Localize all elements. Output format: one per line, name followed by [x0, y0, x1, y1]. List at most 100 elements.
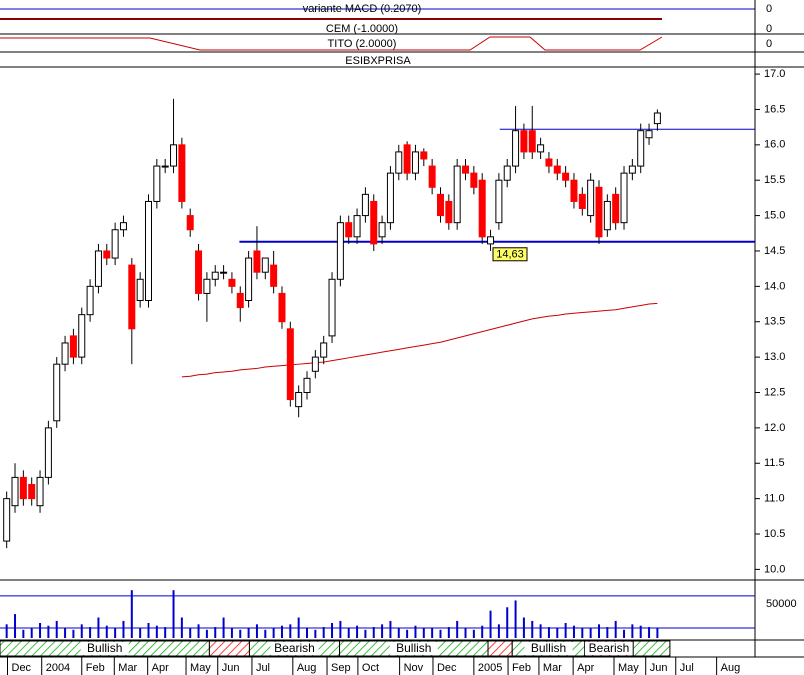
x-tick-label: Feb — [512, 662, 531, 674]
signal-label: Bullish — [87, 641, 122, 655]
top-panels: variante MACD (0.2070) CEM (-1.0000) TIT… — [0, 3, 804, 68]
candle-body — [211, 271, 219, 280]
level-label: 14,63 — [496, 249, 524, 261]
candle-body — [270, 264, 278, 287]
candle-body — [395, 151, 403, 174]
y-tick-label: 17.0 — [764, 68, 785, 80]
x-tick-label: Dec — [12, 662, 32, 674]
y-tick-label: 10.0 — [764, 563, 785, 575]
candle-body — [261, 257, 269, 273]
x-tick-label: Sep — [331, 662, 351, 674]
candle-body — [336, 222, 344, 280]
candle-body — [94, 250, 102, 287]
y-tick-label: 10.5 — [764, 528, 785, 540]
candle-body — [253, 250, 261, 273]
x-tick-label: Aug — [297, 662, 317, 674]
candle-body — [111, 229, 119, 259]
signal-label-bg — [270, 642, 319, 655]
x-tick-label: Feb — [86, 662, 105, 674]
y-tick-label: 11.5 — [764, 457, 785, 469]
candle-body — [612, 193, 620, 224]
y-tick-label: 14.0 — [764, 280, 785, 292]
candle-body — [587, 179, 595, 217]
panel-label: TITO (2.0000) — [328, 38, 397, 50]
candle-body — [286, 328, 294, 401]
signal-label-bg — [524, 642, 573, 655]
panel-zero: 0 — [766, 23, 772, 35]
candle-body — [311, 356, 319, 372]
x-tick-label: 2004 — [46, 662, 70, 674]
candle-body — [61, 342, 69, 365]
chart-title: ESIBXPRISA — [345, 55, 411, 67]
y-tick-label: 16.0 — [764, 139, 785, 151]
x-tick-label: May — [190, 662, 211, 674]
x-tick-label: 2005 — [478, 662, 502, 674]
signal-label-bg — [585, 642, 634, 655]
candle-body — [236, 292, 244, 309]
candle-body — [144, 200, 152, 302]
signal-label: Bullish — [531, 641, 566, 655]
candle-body — [595, 186, 603, 238]
x-tick-label: Mar — [543, 662, 562, 674]
candle-body — [436, 193, 444, 217]
candle-body — [620, 172, 628, 224]
candle-body — [328, 278, 336, 337]
candle-body — [303, 377, 311, 393]
moving-average — [181, 302, 658, 378]
candle-body — [220, 271, 228, 274]
candle-body — [645, 130, 653, 139]
candle-body — [553, 165, 561, 174]
y-tick-label: 12.0 — [764, 422, 785, 434]
signal-label-bg — [389, 642, 438, 655]
x-tick-label: Mar — [118, 662, 137, 674]
candle-body — [403, 144, 411, 174]
panel-label: variante MACD (0.2070) — [303, 3, 422, 15]
x-tick-label: Jul — [680, 662, 694, 674]
candle-body — [170, 144, 178, 167]
signal-band — [487, 640, 513, 657]
y-tick-label: 12.5 — [764, 386, 785, 398]
candle-body — [11, 476, 19, 507]
panel-label: CEM (-1.0000) — [326, 23, 398, 35]
panel-zero: 0 — [766, 38, 772, 50]
x-tick-label: Dec — [437, 662, 457, 674]
y-tick-label: 15.0 — [764, 209, 785, 221]
x-tick-label: Aug — [721, 662, 741, 674]
x-tick-label: Apr — [577, 662, 594, 674]
candle-body — [370, 200, 378, 245]
candle-body — [578, 193, 586, 210]
candle-body — [378, 222, 386, 238]
x-tick-label: May — [618, 662, 639, 674]
candle-body — [53, 363, 61, 422]
candle-body — [411, 151, 419, 174]
candle-body — [178, 144, 186, 202]
candle-body — [128, 264, 136, 330]
candle-body — [119, 222, 127, 231]
candle-body — [637, 130, 645, 167]
candle-body — [353, 215, 361, 238]
signal-band — [208, 640, 250, 657]
candle-body — [36, 476, 44, 507]
candle-body — [153, 165, 161, 202]
candle-body — [345, 222, 353, 238]
candle-body — [478, 179, 486, 238]
y-tick-label: 15.5 — [764, 174, 785, 186]
candle-body — [495, 179, 503, 224]
candle-body — [19, 476, 27, 500]
candle-body — [520, 130, 528, 153]
candle-body — [487, 236, 495, 245]
y-tick-label: 14.5 — [764, 245, 785, 257]
x-tick-label: Jun — [222, 662, 240, 674]
candle-body — [603, 200, 611, 231]
y-tick-label: 11.0 — [764, 493, 785, 505]
candle-body — [420, 151, 428, 160]
candle-body — [228, 278, 236, 287]
x-tick-label: Jun — [650, 662, 668, 674]
x-tick-label: Oct — [362, 662, 379, 674]
y-tick-label: 13.5 — [764, 316, 785, 328]
candle-body — [3, 498, 11, 542]
candle-body — [528, 130, 536, 153]
candle-body — [203, 278, 211, 294]
x-tick-label: Apr — [152, 662, 169, 674]
